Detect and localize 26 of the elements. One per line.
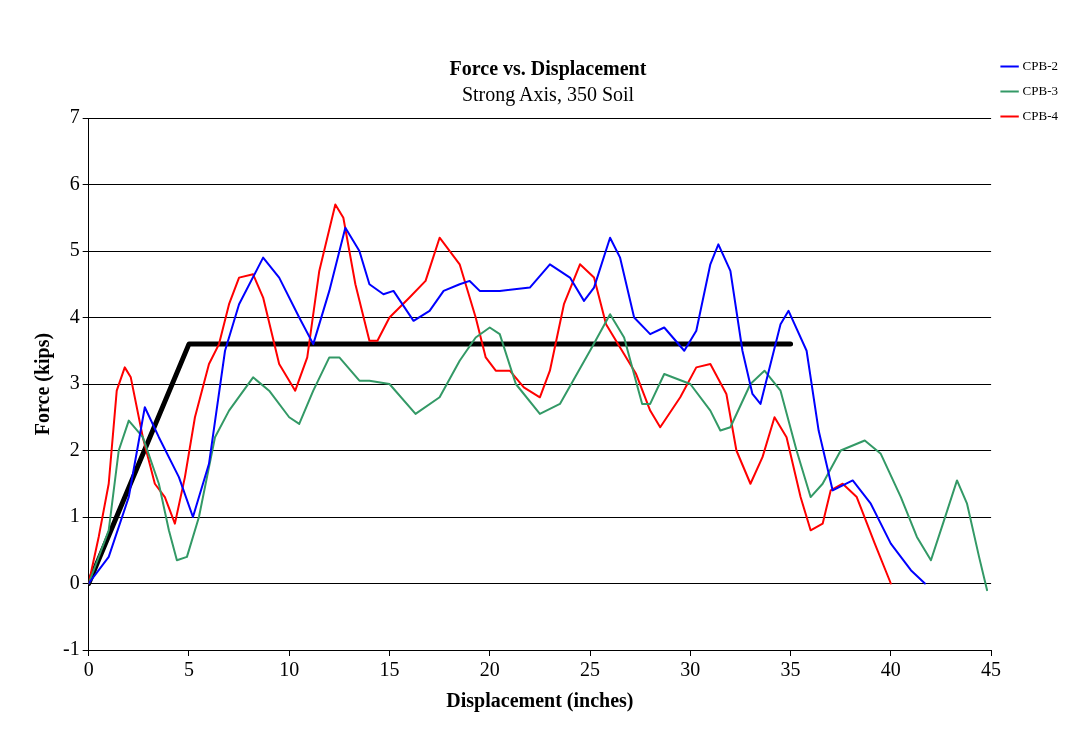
y-tick-label: 3: [69, 371, 80, 394]
y-axis-title: Force (kips): [31, 332, 55, 436]
x-axis-title: Displacement (inches): [446, 689, 634, 713]
chart-subtitle: Strong Axis, 350 Soil: [461, 83, 635, 107]
y-tick-label: 7: [69, 105, 80, 128]
x-tick-label: 20: [479, 658, 500, 681]
y-tick-label: -1: [62, 637, 80, 660]
x-tick-label: 30: [680, 658, 701, 681]
x-tick-label: 40: [880, 658, 901, 681]
y-tick-label: 4: [69, 304, 80, 327]
y-tick-label: 2: [69, 437, 80, 460]
legend-label: CPB-3: [1022, 82, 1059, 98]
legend-label: CPB-4: [1022, 107, 1059, 123]
x-tick-label: 5: [183, 658, 194, 681]
x-tick-label: 10: [279, 658, 300, 681]
x-tick-label: 25: [580, 658, 601, 681]
y-tick-label: 5: [69, 238, 80, 261]
x-tick-label: 45: [981, 658, 1002, 681]
y-tick-label: 1: [69, 504, 80, 527]
x-tick-label: 0: [83, 658, 94, 681]
y-tick-label: 0: [69, 570, 80, 593]
x-tick-label: 35: [780, 658, 801, 681]
legend-label: CPB-2: [1022, 57, 1059, 73]
chart-title: Force vs. Displacement: [449, 57, 647, 81]
y-tick-label: 6: [69, 171, 80, 194]
x-tick-label: 15: [379, 658, 400, 681]
